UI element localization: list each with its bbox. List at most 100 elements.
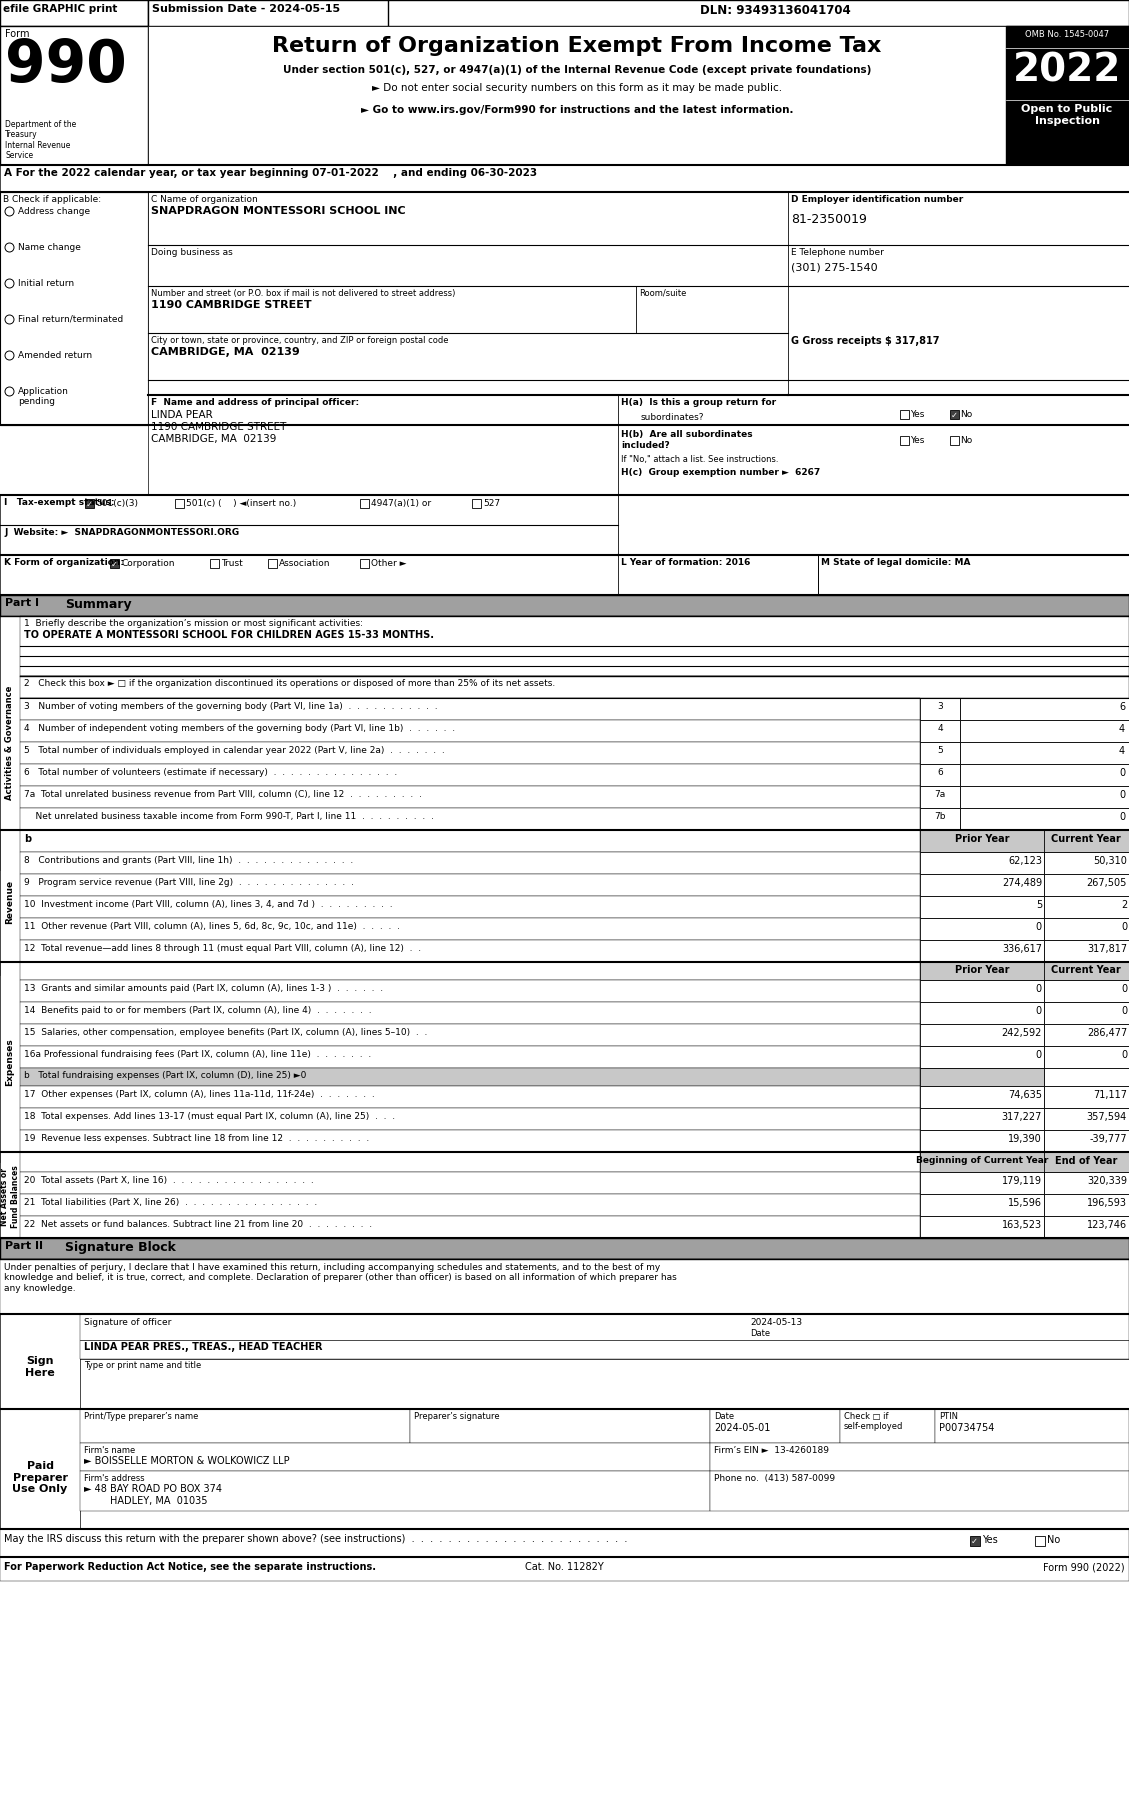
Text: 19  Revenue less expenses. Subtract line 18 from line 12  .  .  .  .  .  .  .  .: 19 Revenue less expenses. Subtract line … <box>24 1134 369 1143</box>
Text: Sign
Here: Sign Here <box>25 1357 55 1377</box>
Bar <box>1044 1087 1129 1108</box>
Text: 0: 0 <box>1119 767 1124 778</box>
Text: 317,227: 317,227 <box>1001 1112 1042 1123</box>
Text: Name change: Name change <box>18 243 81 252</box>
Text: Trust: Trust <box>221 559 243 568</box>
Text: 2024-05-13: 2024-05-13 <box>750 1319 802 1328</box>
Text: G Gross receipts $ 317,817: G Gross receipts $ 317,817 <box>791 336 939 346</box>
Text: 163,523: 163,523 <box>1001 1221 1042 1230</box>
Text: Part I: Part I <box>5 599 40 608</box>
Text: Print/Type preparer’s name: Print/Type preparer’s name <box>84 1411 199 1420</box>
Text: Firm's name: Firm's name <box>84 1446 135 1455</box>
Text: Net Assets or
Fund Balances: Net Assets or Fund Balances <box>0 1166 19 1228</box>
Text: ► Do not enter social security numbers on this form as it may be made public.: ► Do not enter social security numbers o… <box>371 83 782 93</box>
Bar <box>0 617 20 871</box>
Bar <box>148 25 1006 165</box>
Bar <box>20 698 920 720</box>
Bar <box>20 831 920 853</box>
Text: Phone no.  (413) 587-0099: Phone no. (413) 587-0099 <box>714 1475 835 1484</box>
Text: 71,117: 71,117 <box>1093 1090 1127 1099</box>
Bar <box>920 742 960 764</box>
Bar <box>20 1047 920 1068</box>
Bar <box>0 165 1129 192</box>
Bar <box>0 1556 1129 1582</box>
Bar <box>20 1087 920 1108</box>
Text: Return of Organization Exempt From Income Tax: Return of Organization Exempt From Incom… <box>272 36 882 56</box>
Text: -39,777: -39,777 <box>1089 1134 1127 1145</box>
Bar <box>710 1471 1129 1511</box>
Text: Under section 501(c), 527, or 4947(a)(1) of the Internal Revenue Code (except pr: Under section 501(c), 527, or 4947(a)(1)… <box>282 65 872 74</box>
Text: K Form of organization:: K Form of organization: <box>5 559 124 568</box>
Text: 7a  Total unrelated business revenue from Part VIII, column (C), line 12  .  .  : 7a Total unrelated business revenue from… <box>24 791 422 798</box>
Bar <box>819 555 1129 595</box>
Bar <box>360 559 369 568</box>
Text: Date: Date <box>750 1330 770 1339</box>
Bar <box>1044 940 1129 961</box>
Text: 0: 0 <box>1121 983 1127 994</box>
Text: DLN: 93493136041704: DLN: 93493136041704 <box>700 4 851 16</box>
Text: Open to Public
Inspection: Open to Public Inspection <box>1022 103 1112 125</box>
Text: Firm's address: Firm's address <box>84 1475 145 1484</box>
Bar <box>20 940 920 961</box>
Text: ✓: ✓ <box>86 501 93 510</box>
Bar <box>920 1172 1044 1194</box>
Bar <box>1044 1108 1129 1130</box>
Bar <box>0 961 20 1163</box>
Text: 3   Number of voting members of the governing body (Part VI, line 1a)  .  .  .  : 3 Number of voting members of the govern… <box>24 702 438 711</box>
Text: 19,390: 19,390 <box>1008 1134 1042 1145</box>
Bar <box>20 617 1129 677</box>
Text: 4: 4 <box>1119 746 1124 756</box>
Text: TO OPERATE A MONTESSORI SCHOOL FOR CHILDREN AGES 15-33 MONTHS.: TO OPERATE A MONTESSORI SCHOOL FOR CHILD… <box>24 629 434 640</box>
Bar <box>20 1194 920 1215</box>
Text: 357,594: 357,594 <box>1087 1112 1127 1123</box>
Text: Expenses: Expenses <box>6 1038 15 1087</box>
Bar <box>20 961 920 980</box>
Bar <box>920 785 960 807</box>
Text: 13  Grants and similar amounts paid (Part IX, column (A), lines 1-3 )  .  .  .  : 13 Grants and similar amounts paid (Part… <box>24 983 383 992</box>
Text: CAMBRIDGE, MA  02139: CAMBRIDGE, MA 02139 <box>151 346 300 357</box>
Bar <box>949 410 959 419</box>
Text: 7a: 7a <box>935 791 946 798</box>
Bar <box>1044 1172 1129 1194</box>
Text: 0: 0 <box>1121 1007 1127 1016</box>
Text: b: b <box>24 834 32 844</box>
Text: 0: 0 <box>1036 922 1042 932</box>
Text: Summary: Summary <box>65 599 132 611</box>
Text: 317,817: 317,817 <box>1087 943 1127 954</box>
Text: 2022: 2022 <box>1013 51 1121 89</box>
Bar <box>20 896 920 918</box>
Text: No: No <box>1047 1535 1060 1546</box>
Bar <box>618 395 1129 495</box>
Bar <box>0 1529 1129 1556</box>
Text: ► 48 BAY ROAD PO BOX 374: ► 48 BAY ROAD PO BOX 374 <box>84 1484 222 1495</box>
Bar <box>1044 874 1129 896</box>
Text: Form 990 (2022): Form 990 (2022) <box>1043 1562 1124 1573</box>
Bar <box>148 395 618 495</box>
Bar <box>0 0 1129 25</box>
Bar <box>410 1409 710 1442</box>
Text: ► BOISSELLE MORTON & WOLKOWICZ LLP: ► BOISSELLE MORTON & WOLKOWICZ LLP <box>84 1457 290 1466</box>
Bar <box>920 961 1129 980</box>
Text: Number and street (or P.O. box if mail is not delivered to street address): Number and street (or P.O. box if mail i… <box>151 288 455 297</box>
Bar <box>20 1068 920 1087</box>
Bar <box>0 192 148 424</box>
Bar <box>20 874 920 896</box>
Bar <box>960 807 1129 831</box>
Bar <box>0 0 148 25</box>
Bar <box>920 1152 1129 1172</box>
Bar <box>1044 1023 1129 1047</box>
Text: 2024-05-01: 2024-05-01 <box>714 1422 770 1433</box>
Text: 2   Check this box ► □ if the organization discontinued its operations or dispos: 2 Check this box ► □ if the organization… <box>24 678 555 688</box>
Bar <box>0 1409 80 1529</box>
Text: 11  Other revenue (Part VIII, column (A), lines 5, 6d, 8c, 9c, 10c, and 11e)  . : 11 Other revenue (Part VIII, column (A),… <box>24 922 400 931</box>
Bar <box>0 1313 80 1409</box>
Bar <box>20 1172 920 1194</box>
Bar <box>0 1152 20 1243</box>
Text: Paid
Preparer
Use Only: Paid Preparer Use Only <box>12 1460 68 1495</box>
Bar <box>20 807 920 831</box>
Bar <box>920 853 1044 874</box>
Bar <box>0 25 148 165</box>
Bar <box>960 764 1129 785</box>
Text: 179,119: 179,119 <box>1003 1175 1042 1186</box>
Bar <box>920 980 1044 1001</box>
